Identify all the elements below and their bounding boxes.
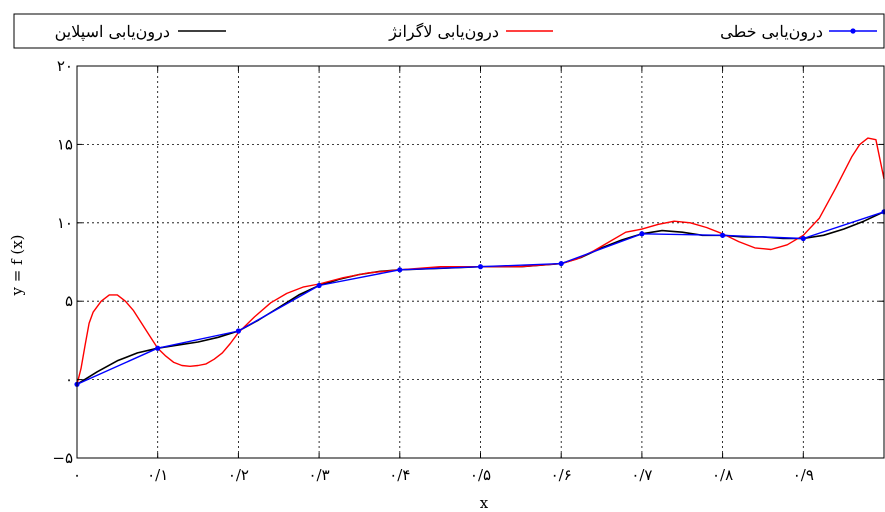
y-tick-label: ۲۰ (57, 57, 73, 75)
y-axis-label: y = f (x) (8, 234, 26, 296)
x-tick-label: ۰/۵ (470, 466, 491, 484)
series-point (639, 231, 645, 237)
legend-swatch-marker (850, 28, 856, 34)
x-tick-label: ۰/۴ (389, 466, 410, 484)
legend-box (13, 13, 885, 49)
plot-series (74, 137, 885, 387)
series-point (477, 264, 484, 270)
y-tick-label: ۵ (65, 292, 73, 310)
y-tick-label: ۰ (65, 371, 73, 389)
x-tick-label: ۰/۹ (793, 466, 814, 484)
series-point (155, 345, 161, 351)
series-point (800, 235, 806, 242)
series-point (235, 328, 241, 334)
legend-label: درون‌یابی اسپلاین (55, 22, 170, 41)
series-point (397, 267, 403, 273)
x-tick-label: ۰/۸ (712, 466, 733, 484)
legend-label: درون‌یابی خطی (720, 22, 823, 41)
x-tick-label: ۰/۳ (309, 466, 330, 484)
series-line-1 (76, 137, 885, 385)
y-tick-label: −۵ (52, 449, 73, 467)
series-point (316, 282, 322, 289)
x-axis-label: x (480, 494, 489, 512)
y-axis-ticks: −۵ ۰ ۵ ۱۰ ۱۵ ۲۰ (52, 57, 884, 467)
grid (77, 66, 884, 458)
y-tick-label: ۱۵ (57, 135, 73, 153)
series-point (558, 260, 564, 267)
legend: درون‌یابی اسپلاین درون‌یابی لاگرانژ درون‌ی… (13, 13, 885, 49)
x-tick-label: ۰/۱ (147, 466, 168, 484)
x-tick-label: ۰ (73, 466, 81, 484)
y-tick-label: ۱۰ (57, 214, 73, 232)
x-axis-ticks: ۰ ۰/۱ ۰/۲ ۰/۳ ۰/۴ ۰/۵ ۰/۶ ۰/۷ ۰/۸ ۰/۹ (73, 66, 814, 484)
x-tick-label: ۰/۷ (631, 466, 652, 484)
legend-label: درون‌یابی لاگرانژ (388, 22, 499, 41)
x-tick-label: ۰/۶ (551, 466, 572, 484)
series-point (720, 232, 726, 238)
x-tick-label: ۰/۲ (228, 466, 249, 484)
